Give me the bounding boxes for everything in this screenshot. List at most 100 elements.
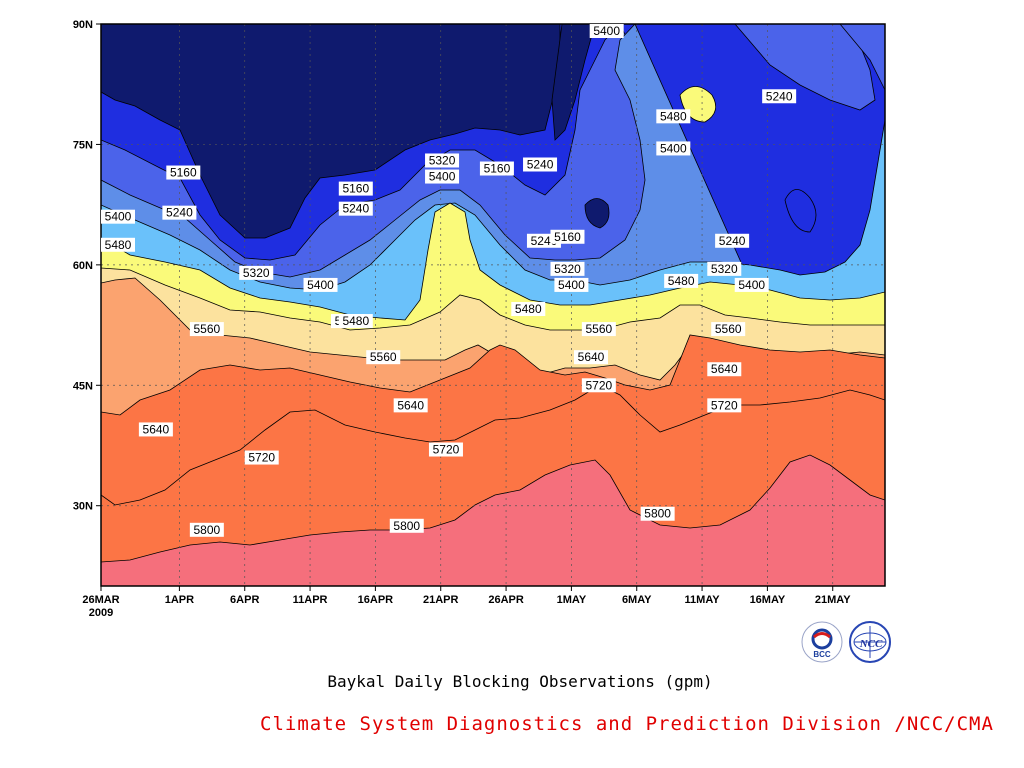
contour-fills [101,24,885,586]
contour-label: 5800 [393,519,420,533]
contour-label: 5720 [711,398,738,412]
contour-label: 5320 [243,266,270,280]
contour-label-bg [338,181,373,196]
contour-label: 5480 [105,238,132,252]
contour-label-bg [707,261,742,276]
contour-label: 5160 [342,182,369,196]
contour-label: 5560 [585,322,612,336]
contour-labels: 5160524054005480532054005160524054805560… [101,24,797,537]
contour-label-bg [554,277,589,292]
y-tick-label: 90N [73,19,93,31]
contour-label-bg [166,165,201,180]
contour-label-bg [574,350,608,365]
contour-label: 5480 [668,274,695,288]
contour-label: 5160 [484,162,511,176]
contour-label: 5640 [397,398,424,412]
contour-label-bg [589,24,624,38]
contour-label: 5240 [766,89,793,103]
contour-label-bg [715,233,750,248]
contour-label: 5640 [711,362,738,376]
contour-label-bg [664,273,699,288]
contour-label: 5160 [554,230,581,244]
contour-label-bg [338,201,373,216]
contour-label-bg [338,314,373,329]
contour-label: 5640 [143,422,170,436]
contour-label-bg [244,450,279,465]
y-tick-label: 30N [73,501,93,513]
contour-label: 5240 [719,234,746,248]
x-tick-label: 16MAY [750,594,786,606]
contour-label-bg [711,322,746,337]
x-tick-label: 6MAY [622,594,652,606]
contour-label-bg [656,141,691,156]
bcc-logo-label: BCC [813,650,831,659]
contour-label-bg [550,261,585,276]
contour-label: 5560 [715,322,742,336]
x-tick-label: 21MAY [815,594,851,606]
bcc-logo-icon: BCC [801,621,843,663]
x-tick-label: 21APR [423,594,459,606]
contour-label-bg [640,506,675,521]
chart-title: Baykal Daily Blocking Observations (gpm) [327,672,713,691]
contour-label-bg [656,109,691,124]
contour-label: 5400 [307,278,334,292]
contour-label: 5400 [558,278,585,292]
contour-label: 5400 [429,170,456,184]
contour-label: 5400 [660,141,687,155]
contour-feature-3 [784,189,817,233]
contour-label: 5160 [170,166,197,180]
x-tick-label: 11MAY [685,594,721,606]
contour-label-bg [101,209,135,224]
credit-line: Climate System Diagnostics and Predictio… [260,713,994,735]
contour-label: 5800 [644,507,671,521]
gridlines [101,24,885,586]
x-tick-label: 11APR [293,594,328,606]
contour-label: 5560 [370,350,397,364]
contour-label-bg [101,237,135,252]
contour-label: 5320 [429,153,456,167]
contour-label-bg [511,302,546,317]
y-tick-label: 60N [73,260,93,272]
contour-label-bg [239,265,274,280]
contour-label: 5240 [527,158,554,172]
ncc-logo-label: NCC [859,638,883,650]
contour-label: 5480 [342,314,369,328]
contour-label-bg [734,277,769,292]
contour-label: 5720 [585,378,612,392]
contour-label-bg [389,518,424,533]
x-tick-label: 2009 [89,607,113,619]
contour-label-bg [303,277,338,292]
plot-frame [100,23,886,587]
y-tick-label: 45N [73,380,93,392]
contour-label-bg [762,89,797,104]
contour-band-9 [101,454,885,586]
contour-label: 5720 [433,443,460,457]
contour-label-bg [162,205,197,220]
contour-label: 5720 [248,451,275,465]
contour-label-bg [523,157,558,172]
contour-label: 5400 [105,210,132,224]
x-tick-label: 16APR [358,594,394,606]
contour-label: 5320 [711,262,738,276]
logos: BCC NCC [800,620,900,665]
contour-label-bg [189,322,224,337]
ncc-logo-icon: NCC [849,621,891,663]
contour-label: 5400 [738,278,765,292]
contour-label-bg [550,229,585,244]
x-tick-label: 26APR [488,594,524,606]
contour-label-bg [425,169,460,184]
contour-label-bg [138,422,173,437]
contour-label-bg [707,362,742,377]
contour-label: 5560 [193,322,220,336]
y-tick-label: 75N [73,139,93,151]
contour-feature-0 [584,198,610,229]
contour-label-bg [425,153,460,168]
contour-label-bg [479,161,514,176]
contour-label: 5800 [193,523,220,537]
contour-label-bg [581,322,616,337]
contour-label-bg [393,398,428,413]
contour-label: 5480 [660,109,687,123]
contour-label: 5640 [578,350,605,364]
contour-label-bg [581,378,616,393]
